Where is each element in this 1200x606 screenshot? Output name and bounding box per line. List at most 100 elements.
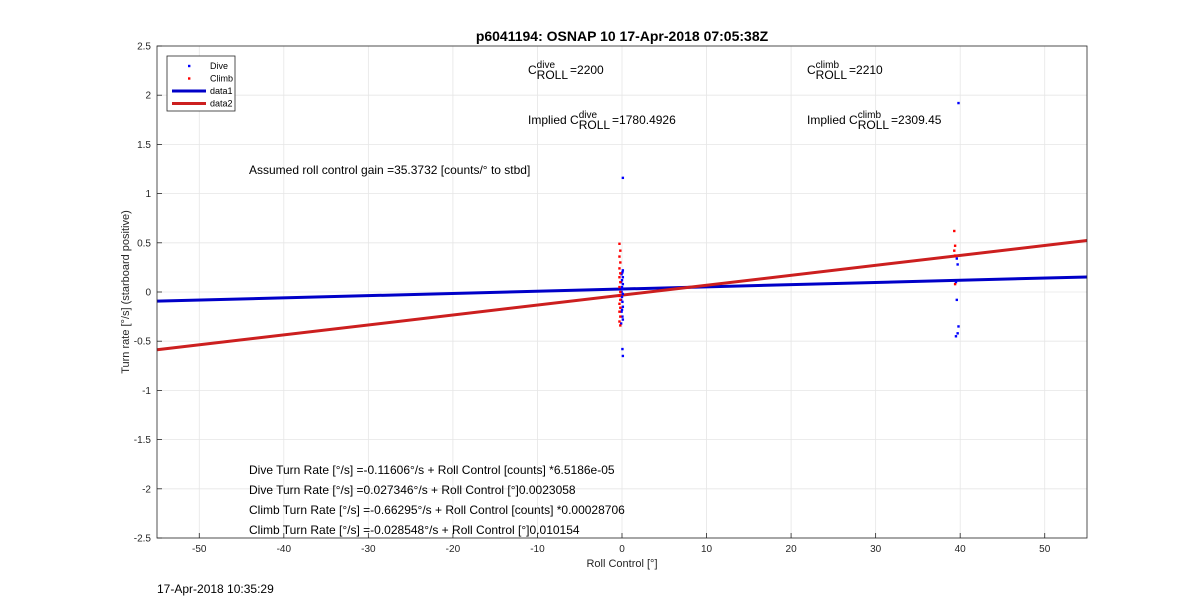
svg-text:ROLL: ROLL — [858, 118, 890, 132]
y-axis-label: Turn rate [°/s] (starboard positive) — [120, 210, 132, 374]
x-tick-label: -10 — [530, 544, 545, 555]
x-tick-label: 30 — [870, 544, 882, 555]
dive-point — [621, 347, 624, 351]
dive-point — [621, 300, 624, 304]
dive-point — [620, 308, 624, 311]
dive-point — [954, 280, 958, 284]
y-tick-label: 0.5 — [137, 238, 151, 249]
dive-point — [957, 101, 960, 105]
climb-point — [618, 310, 621, 313]
annotation-superscript: climb — [816, 60, 840, 71]
climb-point — [619, 324, 622, 327]
climb-point — [618, 285, 621, 289]
legend-label: data2 — [210, 99, 233, 109]
climb-point — [619, 315, 622, 318]
climb-point — [618, 276, 621, 279]
legend-box — [166, 55, 236, 112]
data-series — [156, 101, 1088, 358]
annotation-prefix: Implied C — [807, 113, 858, 127]
dive-point — [621, 276, 625, 279]
dive-point — [620, 285, 624, 289]
svg-text:ROLL: ROLL — [816, 68, 848, 82]
legend-marker-dive — [188, 64, 191, 68]
chart-title: p6041194: OSNAP 10 17-Apr-2018 07:05:38Z — [476, 28, 769, 44]
dive-point — [621, 269, 625, 272]
dive-point — [620, 310, 623, 313]
y-tick-label: 1 — [145, 189, 151, 200]
fit-equation: Dive Turn Rate [°/s] =-0.11606°/s + Roll… — [249, 463, 615, 477]
climb-point — [618, 294, 621, 298]
y-tick-label: -0.5 — [134, 337, 152, 348]
svg-text:Cdive: Cdive — [528, 60, 555, 77]
annotation-value: =1780.4926 — [612, 113, 676, 127]
dive-point — [621, 176, 625, 180]
dive-point — [956, 332, 959, 335]
y-tick-label: 1.5 — [137, 140, 151, 151]
plot-frame — [156, 45, 1088, 539]
x-axis-ticks: -50 -40 -30 -20 -10 0 10 20 30 40 50 — [192, 533, 1051, 555]
annotation-subscript: ROLL — [816, 68, 848, 82]
dive-point — [620, 273, 623, 276]
svg-text:ROLL: ROLL — [579, 118, 611, 132]
x-tick-label: -50 — [192, 544, 207, 555]
climb-point — [619, 280, 622, 284]
gain-annotation: Assumed roll control gain =35.3732 [coun… — [249, 163, 530, 177]
climb-point — [953, 282, 957, 286]
dive-point — [619, 322, 623, 325]
climb-point — [953, 249, 956, 252]
annotation-superscript: dive — [537, 60, 556, 71]
climb-point — [619, 249, 622, 252]
legend-label: data1 — [210, 86, 233, 96]
y-tick-label: -2.5 — [134, 534, 152, 545]
dive-point — [621, 305, 625, 308]
climb-point — [619, 290, 622, 294]
dive-point — [954, 335, 958, 338]
svg-text:ROLL: ROLL — [537, 68, 569, 82]
legend: Dive Climb data1 data2 — [166, 55, 236, 112]
annotation-value: =2210 — [849, 63, 883, 77]
climb-point — [953, 229, 956, 233]
legend-marker-climb — [188, 77, 191, 80]
y-tick-label: 2 — [145, 91, 151, 102]
x-tick-label: 20 — [786, 544, 798, 555]
x-tick-label: 0 — [619, 544, 625, 555]
annotation-subscript: ROLL — [537, 68, 569, 82]
dive-point — [621, 315, 624, 318]
climb-point — [953, 254, 957, 257]
x-tick-label: 10 — [701, 544, 713, 555]
dive-point — [621, 287, 624, 291]
fit-equation: Climb Turn Rate [°/s] =-0.66295°/s + Rol… — [249, 503, 625, 517]
climb-point — [953, 244, 957, 247]
legend-label: Climb — [210, 74, 233, 84]
dive-point — [620, 278, 624, 282]
x-tick-label: 40 — [955, 544, 967, 555]
svg-text:Cclimb: Cclimb — [807, 60, 839, 77]
annotation-subscript: ROLL — [858, 118, 890, 132]
dive-point — [621, 318, 625, 321]
dive-point — [621, 292, 625, 296]
climb-point — [619, 306, 622, 309]
legend-label: Dive — [210, 61, 228, 71]
y-tick-label: -2 — [142, 484, 151, 495]
fit-equation: Climb Turn Rate [°/s] =-0.028548°/s + Ro… — [249, 523, 580, 537]
annotation-prefix: C — [528, 63, 537, 77]
annotation-superscript: climb — [858, 110, 882, 121]
dive-point — [621, 354, 625, 358]
x-tick-label: 50 — [1039, 544, 1051, 555]
dive-point — [957, 325, 960, 328]
dive-point — [620, 295, 624, 299]
fit-equation: Dive Turn Rate [°/s] =0.027346°/s + Roll… — [249, 483, 576, 497]
x-tick-label: -30 — [361, 544, 376, 555]
annotation-value: =2200 — [570, 63, 604, 77]
dive-point — [620, 290, 623, 294]
svg-text:Implied Cclimb: Implied Cclimb — [807, 110, 881, 127]
svg-text:Implied Cdive: Implied Cdive — [528, 110, 597, 127]
climb-point — [618, 242, 621, 245]
annotation-value: =2309.45 — [891, 113, 942, 127]
annotation-prefix: Implied C — [528, 113, 579, 127]
